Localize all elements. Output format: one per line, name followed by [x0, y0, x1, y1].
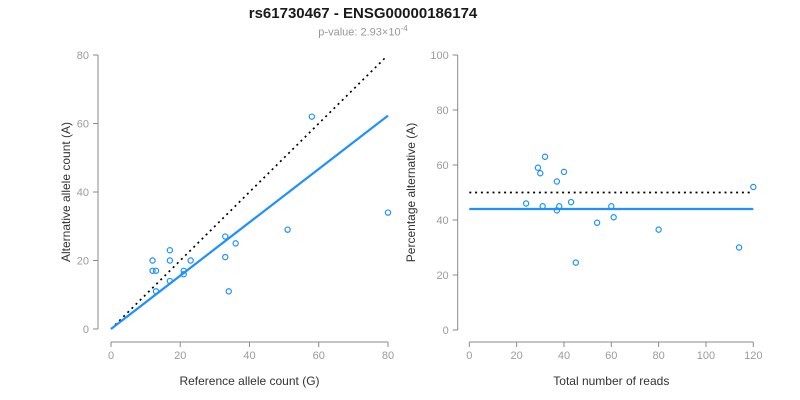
data-point	[222, 253, 229, 261]
y-tick-label: 40	[77, 187, 89, 199]
x-tick-label: 80	[382, 350, 394, 362]
data-point	[593, 219, 601, 226]
data-point	[222, 233, 229, 240]
data-point	[537, 170, 544, 177]
p-value-subtitle: p-value: 2.93×10-4	[0, 24, 726, 39]
x-tick-label: 20	[174, 350, 186, 362]
y-tick-label: 80	[77, 50, 89, 62]
x-axis-title: Reference allele count (G)	[179, 374, 319, 388]
data-point	[152, 288, 160, 295]
x-axis	[468, 341, 754, 347]
y-tick-label: 80	[436, 105, 448, 117]
data-point	[308, 113, 316, 120]
data-point	[284, 226, 291, 233]
allele-count-plot: 0 20 40 60 80 0 20 40 60 80 Alternative allele cou…	[59, 50, 394, 388]
data-point	[166, 257, 174, 264]
data-point	[152, 267, 160, 274]
data-point	[166, 277, 174, 285]
data-point	[655, 226, 662, 233]
data-point	[541, 153, 549, 160]
data-point	[384, 209, 392, 216]
data-point	[567, 198, 575, 206]
p-value-prefix: p-value:	[318, 26, 361, 39]
data-point	[553, 178, 561, 185]
y-tick-label: 60	[436, 160, 448, 172]
data-point	[149, 267, 156, 274]
p-value-exponent: -4	[400, 24, 408, 33]
data-point	[180, 267, 187, 274]
data-point	[225, 288, 232, 295]
data-point	[149, 257, 156, 264]
x-tick-label: 60	[313, 350, 325, 362]
data-point	[556, 203, 563, 210]
x-tick-label: 40	[558, 350, 570, 362]
x-tick-label: 20	[511, 350, 523, 362]
x-axis-title: Total number of reads	[553, 374, 669, 388]
y-tick-label: 60	[77, 119, 89, 131]
y-tick-label: 0	[83, 324, 89, 336]
figure-title: rs61730467 - ENSG00000186174	[248, 5, 478, 22]
x-tick-label: 0	[108, 350, 114, 362]
data-point	[232, 240, 239, 247]
x-tick-label: 80	[653, 350, 665, 362]
y-axis-title: Percentage alternative (A)	[404, 123, 418, 262]
data-point	[522, 200, 530, 207]
data-point	[750, 183, 757, 191]
y-tick-label: 0	[443, 325, 449, 337]
x-tick-label: 120	[744, 350, 762, 362]
identity-line	[110, 57, 386, 330]
x-tick-label: 100	[697, 350, 715, 362]
percentage-plot: 0 20 40 60 80 100 0 20 40 60 80 100 120 Percentage al…	[404, 50, 762, 388]
fit-line	[110, 114, 389, 330]
data-point	[610, 214, 617, 221]
x-tick-label: 60	[605, 350, 617, 362]
y-tick-label: 20	[77, 256, 89, 268]
x-axis	[110, 341, 389, 347]
data-point	[166, 247, 174, 254]
y-tick-label: 100	[430, 50, 448, 62]
x-tick-label: 0	[466, 350, 472, 362]
y-tick-label: 40	[436, 215, 448, 227]
x-tick-label: 40	[243, 350, 255, 362]
y-tick-label: 20	[436, 270, 448, 282]
y-axis-title: Alternative allele count (A)	[59, 122, 73, 262]
data-point	[534, 164, 542, 171]
data-point	[560, 168, 568, 176]
data-point	[608, 203, 615, 210]
data-point	[735, 244, 743, 251]
y-axis	[452, 54, 459, 331]
data-point	[187, 257, 194, 264]
data-point	[572, 259, 579, 266]
y-axis	[93, 54, 99, 330]
data-point	[180, 271, 187, 278]
p-value-mantissa: 2.93×10	[360, 26, 401, 39]
data-point	[539, 203, 546, 210]
